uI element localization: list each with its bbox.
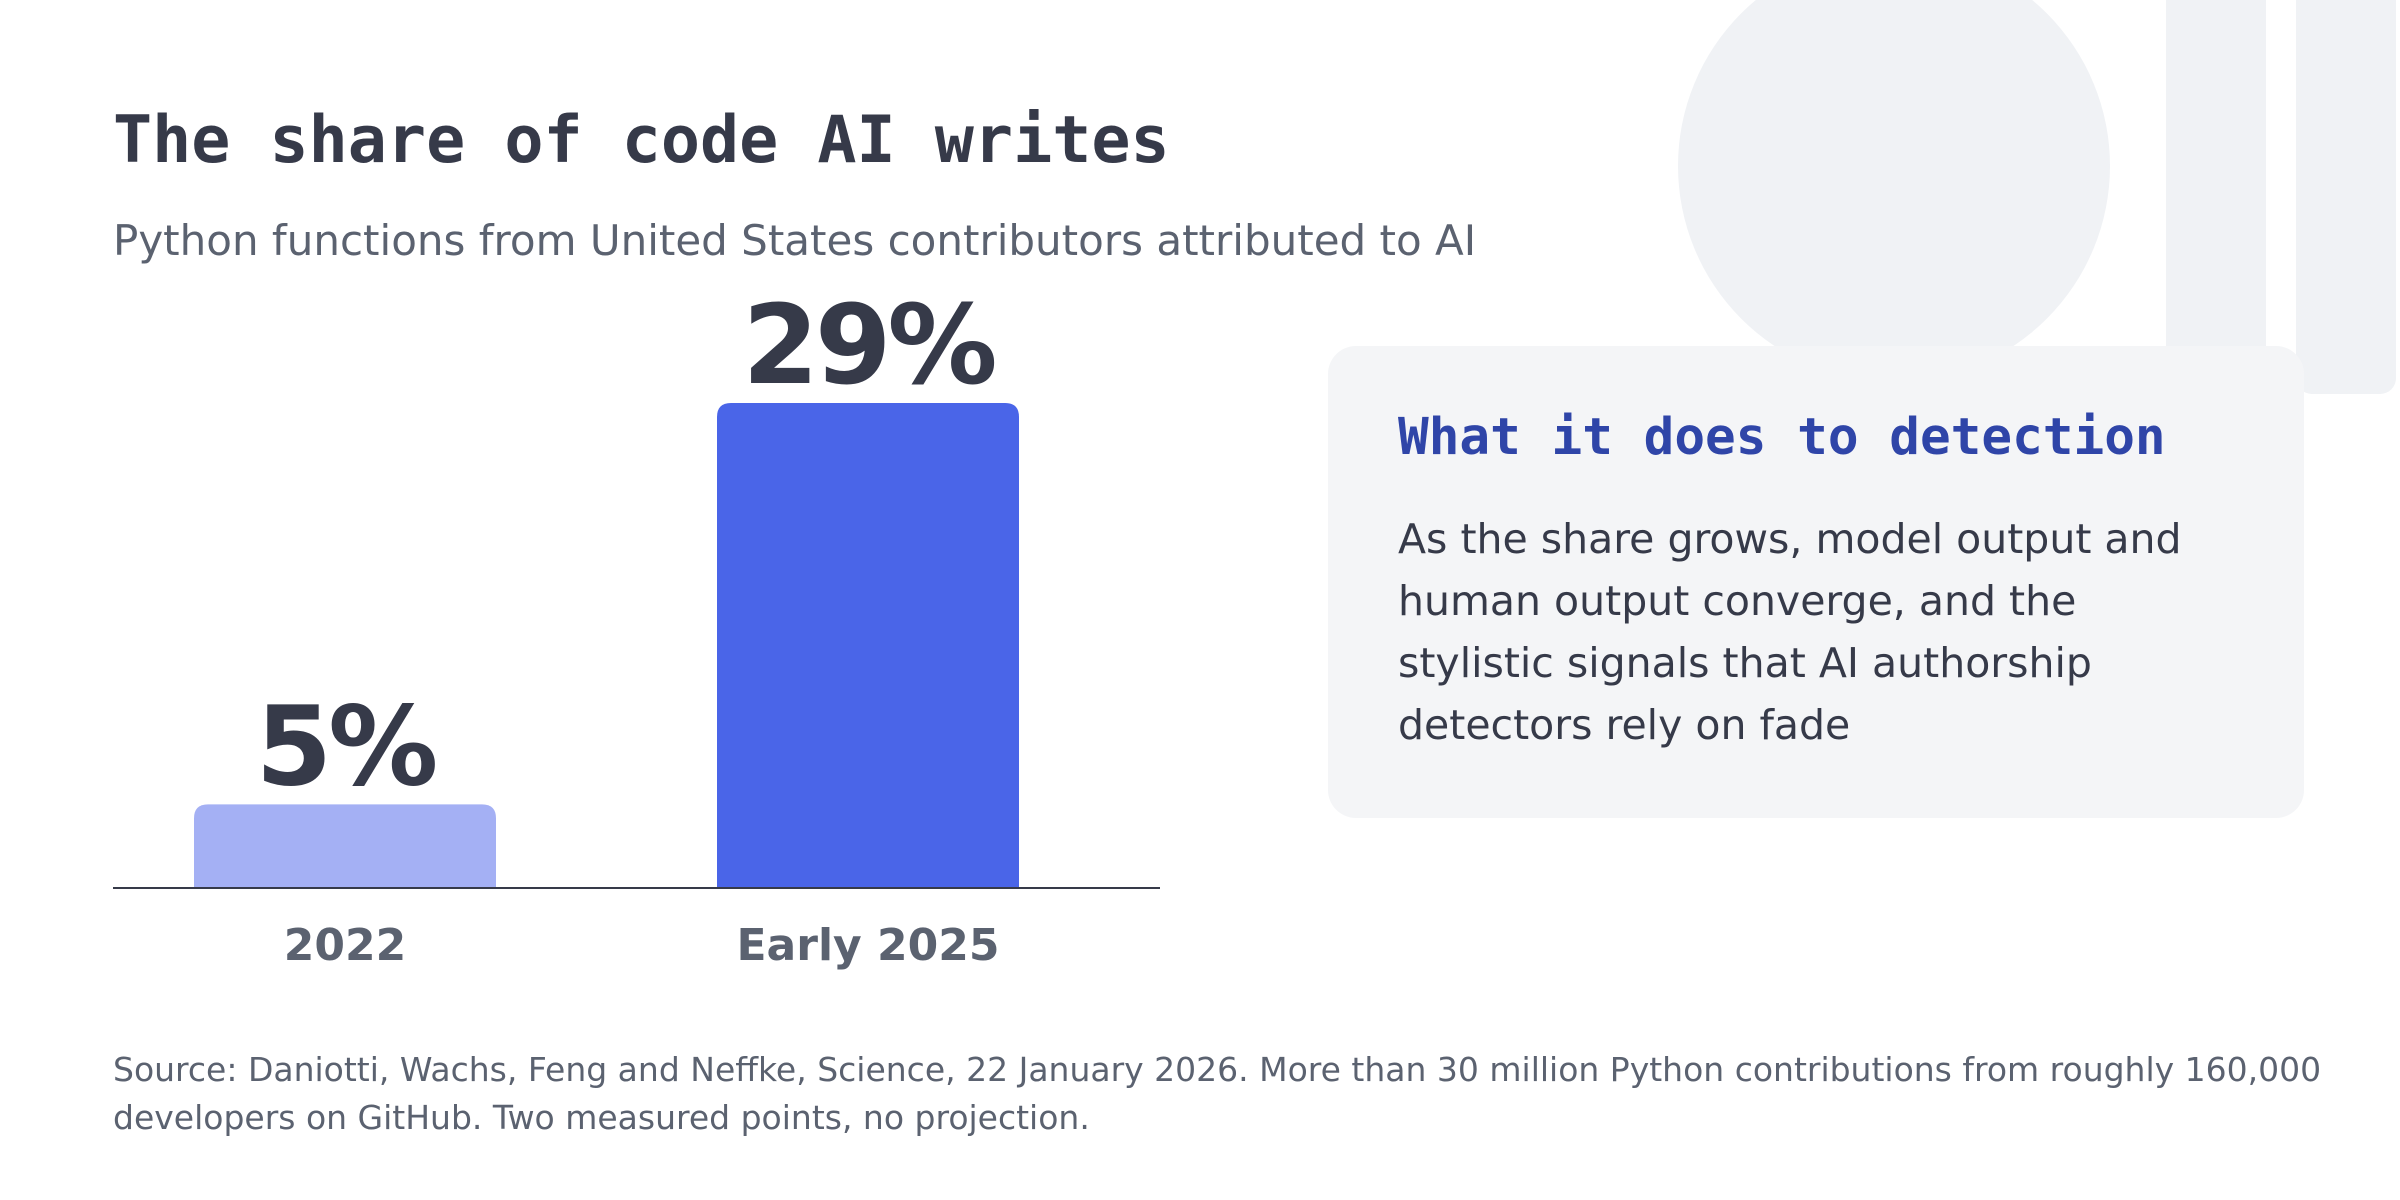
bar-early-2025 [717,403,1019,888]
chart-subtitle: Python functions from United States cont… [113,216,1477,265]
bar-chart: 5% 2022 29% Early 2025 [113,281,1160,971]
insight-card-title: What it does to detection [1398,408,2166,467]
chart-title: The share of code AI writes [113,103,1170,178]
x-tick-label: 2022 [284,920,406,971]
bar-value-label: 5% [256,682,436,810]
decorative-bar-left [2166,0,2266,360]
insight-card: What it does to detection As the share g… [1328,346,2304,818]
source-note: Source: Daniotti, Wachs, Feng and Neffke… [113,1050,2322,1137]
x-tick-label: Early 2025 [737,920,1000,971]
insight-card-body: As the share grows, model output and hum… [1398,515,2182,749]
decorative-circle [1678,0,2110,382]
bar-2022 [194,804,496,888]
decorative-bar-right [2296,0,2396,394]
bar-value-label: 29% [742,281,994,409]
